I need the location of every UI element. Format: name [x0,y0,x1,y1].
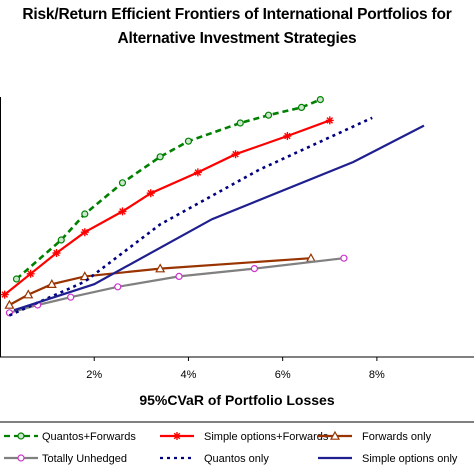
data-point [114,283,122,291]
data-point [12,275,21,283]
data-point [4,299,15,309]
series-line [15,98,321,280]
data-point [17,432,25,440]
data-point [297,103,306,112]
legend-item: Simple options+Forwards [160,431,329,443]
chart-axes: 2% 4% 6% 8% [0,97,474,381]
data-point [52,249,61,257]
data-point [184,137,193,145]
legend: Quantos+Forwards Simple options+Forwards F… [0,421,474,465]
series-forwards-only [4,252,316,309]
data-point [80,228,89,237]
legend-label: Simple options only [362,453,458,465]
series-quantos-forwards [12,95,324,283]
data-point [193,168,202,177]
series-quantos-only [8,116,373,317]
legend-item: Quantos+Forwards [4,431,136,443]
data-point [175,272,183,280]
data-point [264,111,273,119]
data-point [79,271,90,281]
series-simple-options-only [13,124,425,312]
data-point [156,153,164,161]
x-tick-label: 8% [369,369,385,381]
data-point [118,207,127,216]
series-simple-options-forwards [0,116,334,299]
data-point [340,254,348,262]
x-tick-label: 6% [275,369,291,381]
data-point [155,263,166,273]
legend-label: Simple options+Forwards [204,431,329,443]
series-line [8,116,373,317]
data-point [57,236,65,244]
data-point [17,454,25,462]
series-line [13,124,425,312]
data-point [329,430,341,440]
chart-title: Risk/Return Efficient Frontiers of Inter… [22,6,452,23]
data-point [231,150,240,159]
legend-label: Forwards only [362,431,432,443]
data-point [146,189,155,198]
legend-item: Quantos only [160,453,269,465]
series-totally-unhedged [5,254,348,317]
data-point [236,119,244,127]
data-point [316,95,324,104]
data-point [173,432,181,440]
x-tick-label: 4% [180,369,196,381]
legend-label: Totally Unhedged [42,453,127,465]
data-point [67,293,75,301]
data-point [23,289,34,299]
legend-item: Forwards only [318,430,432,443]
legend-item: Simple options only [318,453,458,465]
series-line [4,119,331,296]
data-point [26,269,35,278]
data-point [325,116,334,125]
legend-item: Totally Unhedged [4,453,127,465]
data-point [0,290,9,299]
data-point [250,265,258,273]
data-point [283,132,292,140]
series-layer [0,95,425,317]
x-axis-label: 95%CVaR of Portfolio Losses [139,392,335,408]
data-point [46,278,57,288]
data-point [118,179,127,187]
legend-label: Quantos+Forwards [42,431,136,443]
legend-label: Quantos only [204,453,269,465]
x-tick-label: 2% [86,369,102,381]
data-point [81,210,89,218]
chart-subtitle: Alternative Investment Strategies [117,30,357,47]
